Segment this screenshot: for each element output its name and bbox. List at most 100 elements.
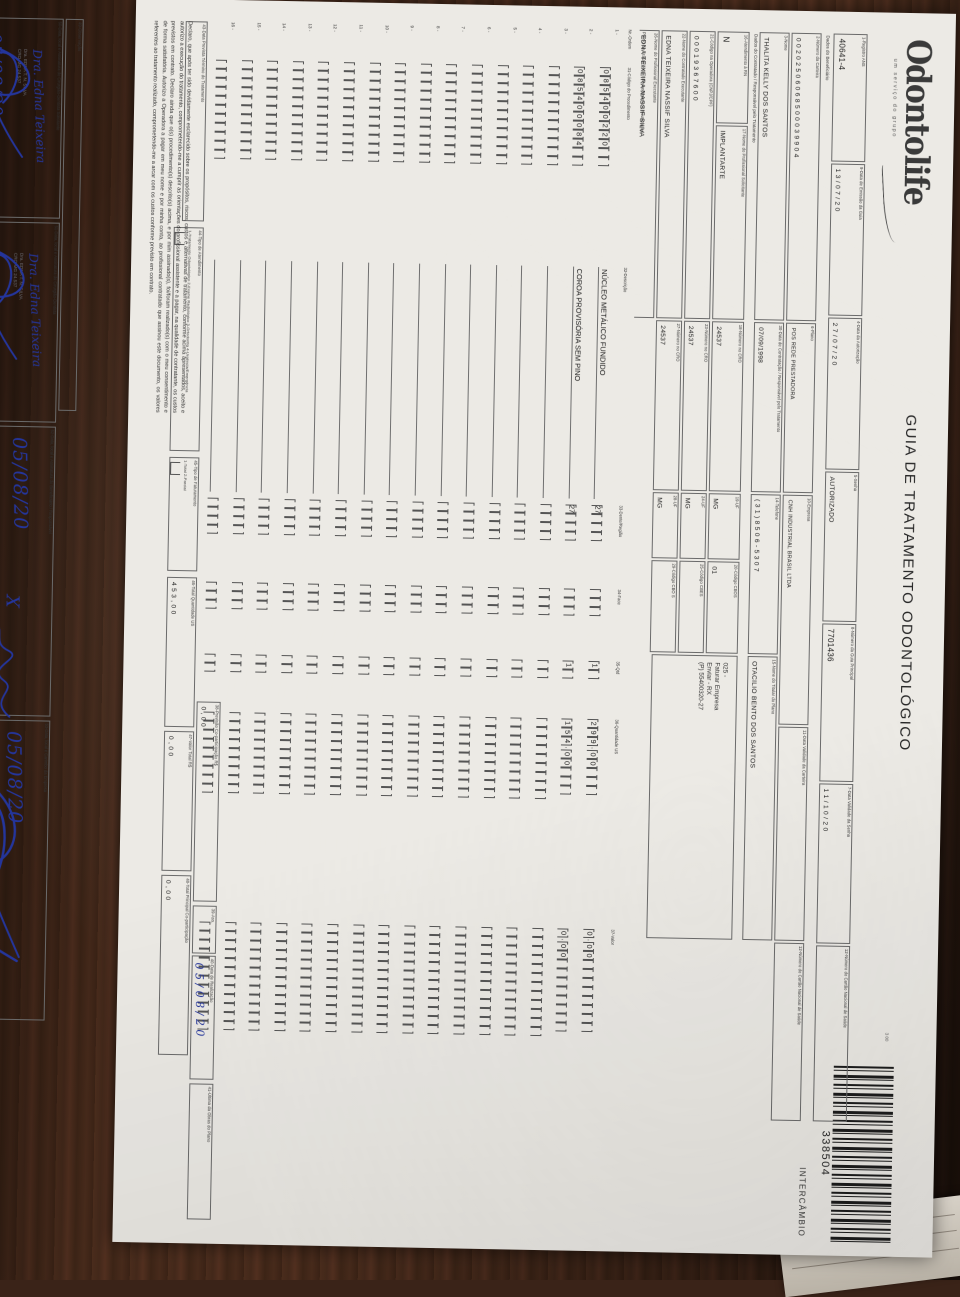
field-nome-titular[interactable]: 15-Nome do Titular do Plano OTACILIO BEN… bbox=[742, 656, 777, 941]
cell-code[interactable] bbox=[471, 65, 484, 164]
cell-us[interactable] bbox=[408, 716, 421, 797]
cell-face[interactable] bbox=[360, 585, 372, 612]
cell-tooth[interactable] bbox=[489, 503, 501, 539]
field-registro-ans[interactable]: 1-Registro ANS 40641-4 bbox=[831, 34, 867, 163]
cell-face[interactable] bbox=[283, 583, 295, 610]
cell-tooth[interactable]: 27 bbox=[566, 504, 578, 540]
cell-tooth[interactable] bbox=[438, 502, 450, 538]
cell-qty[interactable] bbox=[487, 659, 498, 677]
cell-qty[interactable] bbox=[359, 657, 370, 675]
cell-qty[interactable]: 1 bbox=[564, 660, 575, 678]
field-ass-39[interactable]: 39-Ass. bbox=[192, 905, 217, 953]
field-nome-contratado-executante[interactable]: 22-Nome do Contratado Executante EDNA TE… bbox=[656, 30, 688, 318]
cell-face[interactable] bbox=[565, 588, 577, 615]
cell-value[interactable] bbox=[403, 925, 416, 1033]
cell-qty[interactable] bbox=[231, 654, 242, 672]
cell-value[interactable] bbox=[224, 922, 237, 1030]
cell-code[interactable] bbox=[317, 62, 330, 161]
field-total-principal-coparticipacao[interactable]: 48-Total Principal Co-participação 0 , 0… bbox=[158, 875, 191, 1056]
field-data-validade-carteira[interactable]: 11-Data Validade da Carteira bbox=[774, 727, 808, 942]
cell-value[interactable] bbox=[250, 923, 263, 1031]
cell-us[interactable] bbox=[433, 716, 446, 797]
field-uf-24[interactable]: 24-UF MG bbox=[680, 493, 707, 559]
field-numero-carteira[interactable]: 2-Número da Carteira 0 0 2 0 2 5 0 6 0 6… bbox=[786, 33, 822, 322]
field-data-emissao[interactable]: 9-Data de Emissão da Guia 1 3 / 0 7 / 2 … bbox=[828, 164, 865, 317]
cell-tooth[interactable] bbox=[336, 500, 348, 536]
tipo-faturamento-checkbox[interactable] bbox=[170, 462, 180, 475]
field-previsao-coparticipacao[interactable]: 38-Previsão Co-participação R$ 0 , 0 0 bbox=[193, 701, 221, 901]
cell-code[interactable] bbox=[241, 60, 254, 159]
field-data-contratacao[interactable]: 30-Data de Contratação / Responsável pel… bbox=[751, 322, 784, 493]
field-total-quantidade-us[interactable]: 46-Total Quantidade US 4 5 3 , 0 0 bbox=[164, 577, 197, 728]
cell-tooth[interactable] bbox=[541, 504, 553, 540]
field-numero-cro-18[interactable]: 18-Número no CRO 24537 bbox=[709, 321, 744, 492]
cell-code[interactable] bbox=[292, 61, 305, 160]
cell-face[interactable] bbox=[309, 584, 321, 611]
signature-block-beneficiario[interactable]: 52-Data, local e Assinatura do Beneficiá… bbox=[0, 425, 56, 717]
field-data-realizacao[interactable]: 40-Data de Realização 0 5 / 0 8 / 2 0 bbox=[189, 955, 215, 1079]
field-numero-cartao[interactable]: 12-Número do Cartão Nacional de Saúde bbox=[771, 943, 804, 1122]
cell-qty[interactable] bbox=[282, 655, 293, 673]
cell-tooth[interactable] bbox=[413, 502, 425, 538]
field-codigo-cbo-29[interactable]: 29-Código CBO S bbox=[650, 560, 678, 652]
cell-qty[interactable] bbox=[512, 659, 523, 677]
cell-qty[interactable] bbox=[461, 658, 472, 676]
cell-tooth[interactable] bbox=[361, 501, 373, 537]
field-tipo-faturamento[interactable]: 45-Tipo de Faturamento 1-Total 2-Parcial bbox=[167, 457, 199, 572]
cell-us[interactable] bbox=[280, 713, 293, 794]
field-data-validade-senha[interactable]: 7-Data Validade da Senha 1 1 / 1 0 / 2 0 bbox=[816, 783, 853, 944]
cell-face[interactable] bbox=[334, 584, 346, 611]
cell-us[interactable] bbox=[510, 717, 523, 798]
cell-us[interactable] bbox=[459, 716, 472, 797]
cell-us[interactable] bbox=[536, 718, 549, 799]
cell-face[interactable] bbox=[258, 583, 270, 610]
field-empresa[interactable]: 10-Empresa CNH INDUSTRIAL BRASIL LTDA bbox=[778, 495, 812, 726]
field-nome-profissional-executante[interactable]: 26-Nome do Profissional Executante EDNA … bbox=[634, 30, 660, 318]
cell-qty[interactable] bbox=[333, 656, 344, 674]
cell-value[interactable] bbox=[531, 928, 544, 1036]
cell-us[interactable] bbox=[356, 715, 369, 796]
cell-value[interactable] bbox=[275, 923, 288, 1031]
cell-qty[interactable]: 1 bbox=[589, 661, 600, 679]
field-numero-guia-principal[interactable]: 8-Número da Guia Principal 7701436 bbox=[819, 623, 856, 782]
field-nome-beneficiario[interactable]: 3-Nome THALITA KELLY DOS SANTOS bbox=[754, 32, 790, 321]
cell-value[interactable] bbox=[326, 924, 339, 1032]
cell-code[interactable] bbox=[420, 64, 433, 163]
cell-code[interactable] bbox=[369, 63, 382, 162]
cell-code[interactable] bbox=[343, 62, 356, 161]
field-atendimento-rn[interactable]: 16-Atendimento à RN N bbox=[716, 31, 750, 124]
signature-block-empresa[interactable]: 53-Data, local e Carimbo da Empresa 05/0… bbox=[0, 718, 50, 1020]
cell-face[interactable] bbox=[437, 586, 449, 613]
cell-tooth[interactable] bbox=[387, 501, 399, 537]
cell-value[interactable] bbox=[352, 924, 365, 1032]
cell-us[interactable] bbox=[254, 713, 267, 794]
cell-code[interactable] bbox=[266, 61, 279, 160]
cell-face[interactable] bbox=[232, 582, 244, 609]
cell-tooth[interactable] bbox=[208, 498, 220, 534]
cell-qty[interactable] bbox=[436, 658, 447, 676]
field-profissional-solicitante-empresa[interactable]: 17-Nome do Profissional Solicitante IMPL… bbox=[712, 125, 748, 320]
cell-us[interactable] bbox=[484, 717, 497, 798]
cell-us[interactable] bbox=[305, 714, 318, 795]
field-telefone[interactable]: 14-Telefone ( 3 1 ) 8 5 0 6 - 5 3 0 7 bbox=[748, 494, 781, 655]
cell-face[interactable] bbox=[590, 589, 602, 616]
cell-qty[interactable] bbox=[205, 654, 216, 672]
field-codigo-operadora[interactable]: 21-Código na Operadora (CNPJ/CPF) 0 0 0 … bbox=[684, 31, 716, 319]
cell-value[interactable] bbox=[505, 927, 518, 1035]
field-numero-cro-27[interactable]: 27-Número no CRO 24537 bbox=[653, 320, 682, 490]
cell-qty[interactable] bbox=[256, 655, 267, 673]
signature-block-executante[interactable]: 51-Data, local e Assinatura do Cirurgião… bbox=[0, 221, 60, 423]
cell-tooth[interactable] bbox=[259, 499, 271, 535]
cell-qty[interactable] bbox=[538, 660, 549, 678]
cell-value[interactable] bbox=[378, 925, 391, 1033]
field-uf-28[interactable]: 28-UF MG bbox=[652, 492, 679, 558]
cell-code[interactable] bbox=[445, 64, 458, 163]
cell-code[interactable] bbox=[548, 66, 561, 165]
cell-code[interactable] bbox=[522, 66, 535, 165]
field-cartao-nacional-saude[interactable]: 12-Número do Cartão Nacional de Saúde bbox=[813, 945, 850, 1122]
